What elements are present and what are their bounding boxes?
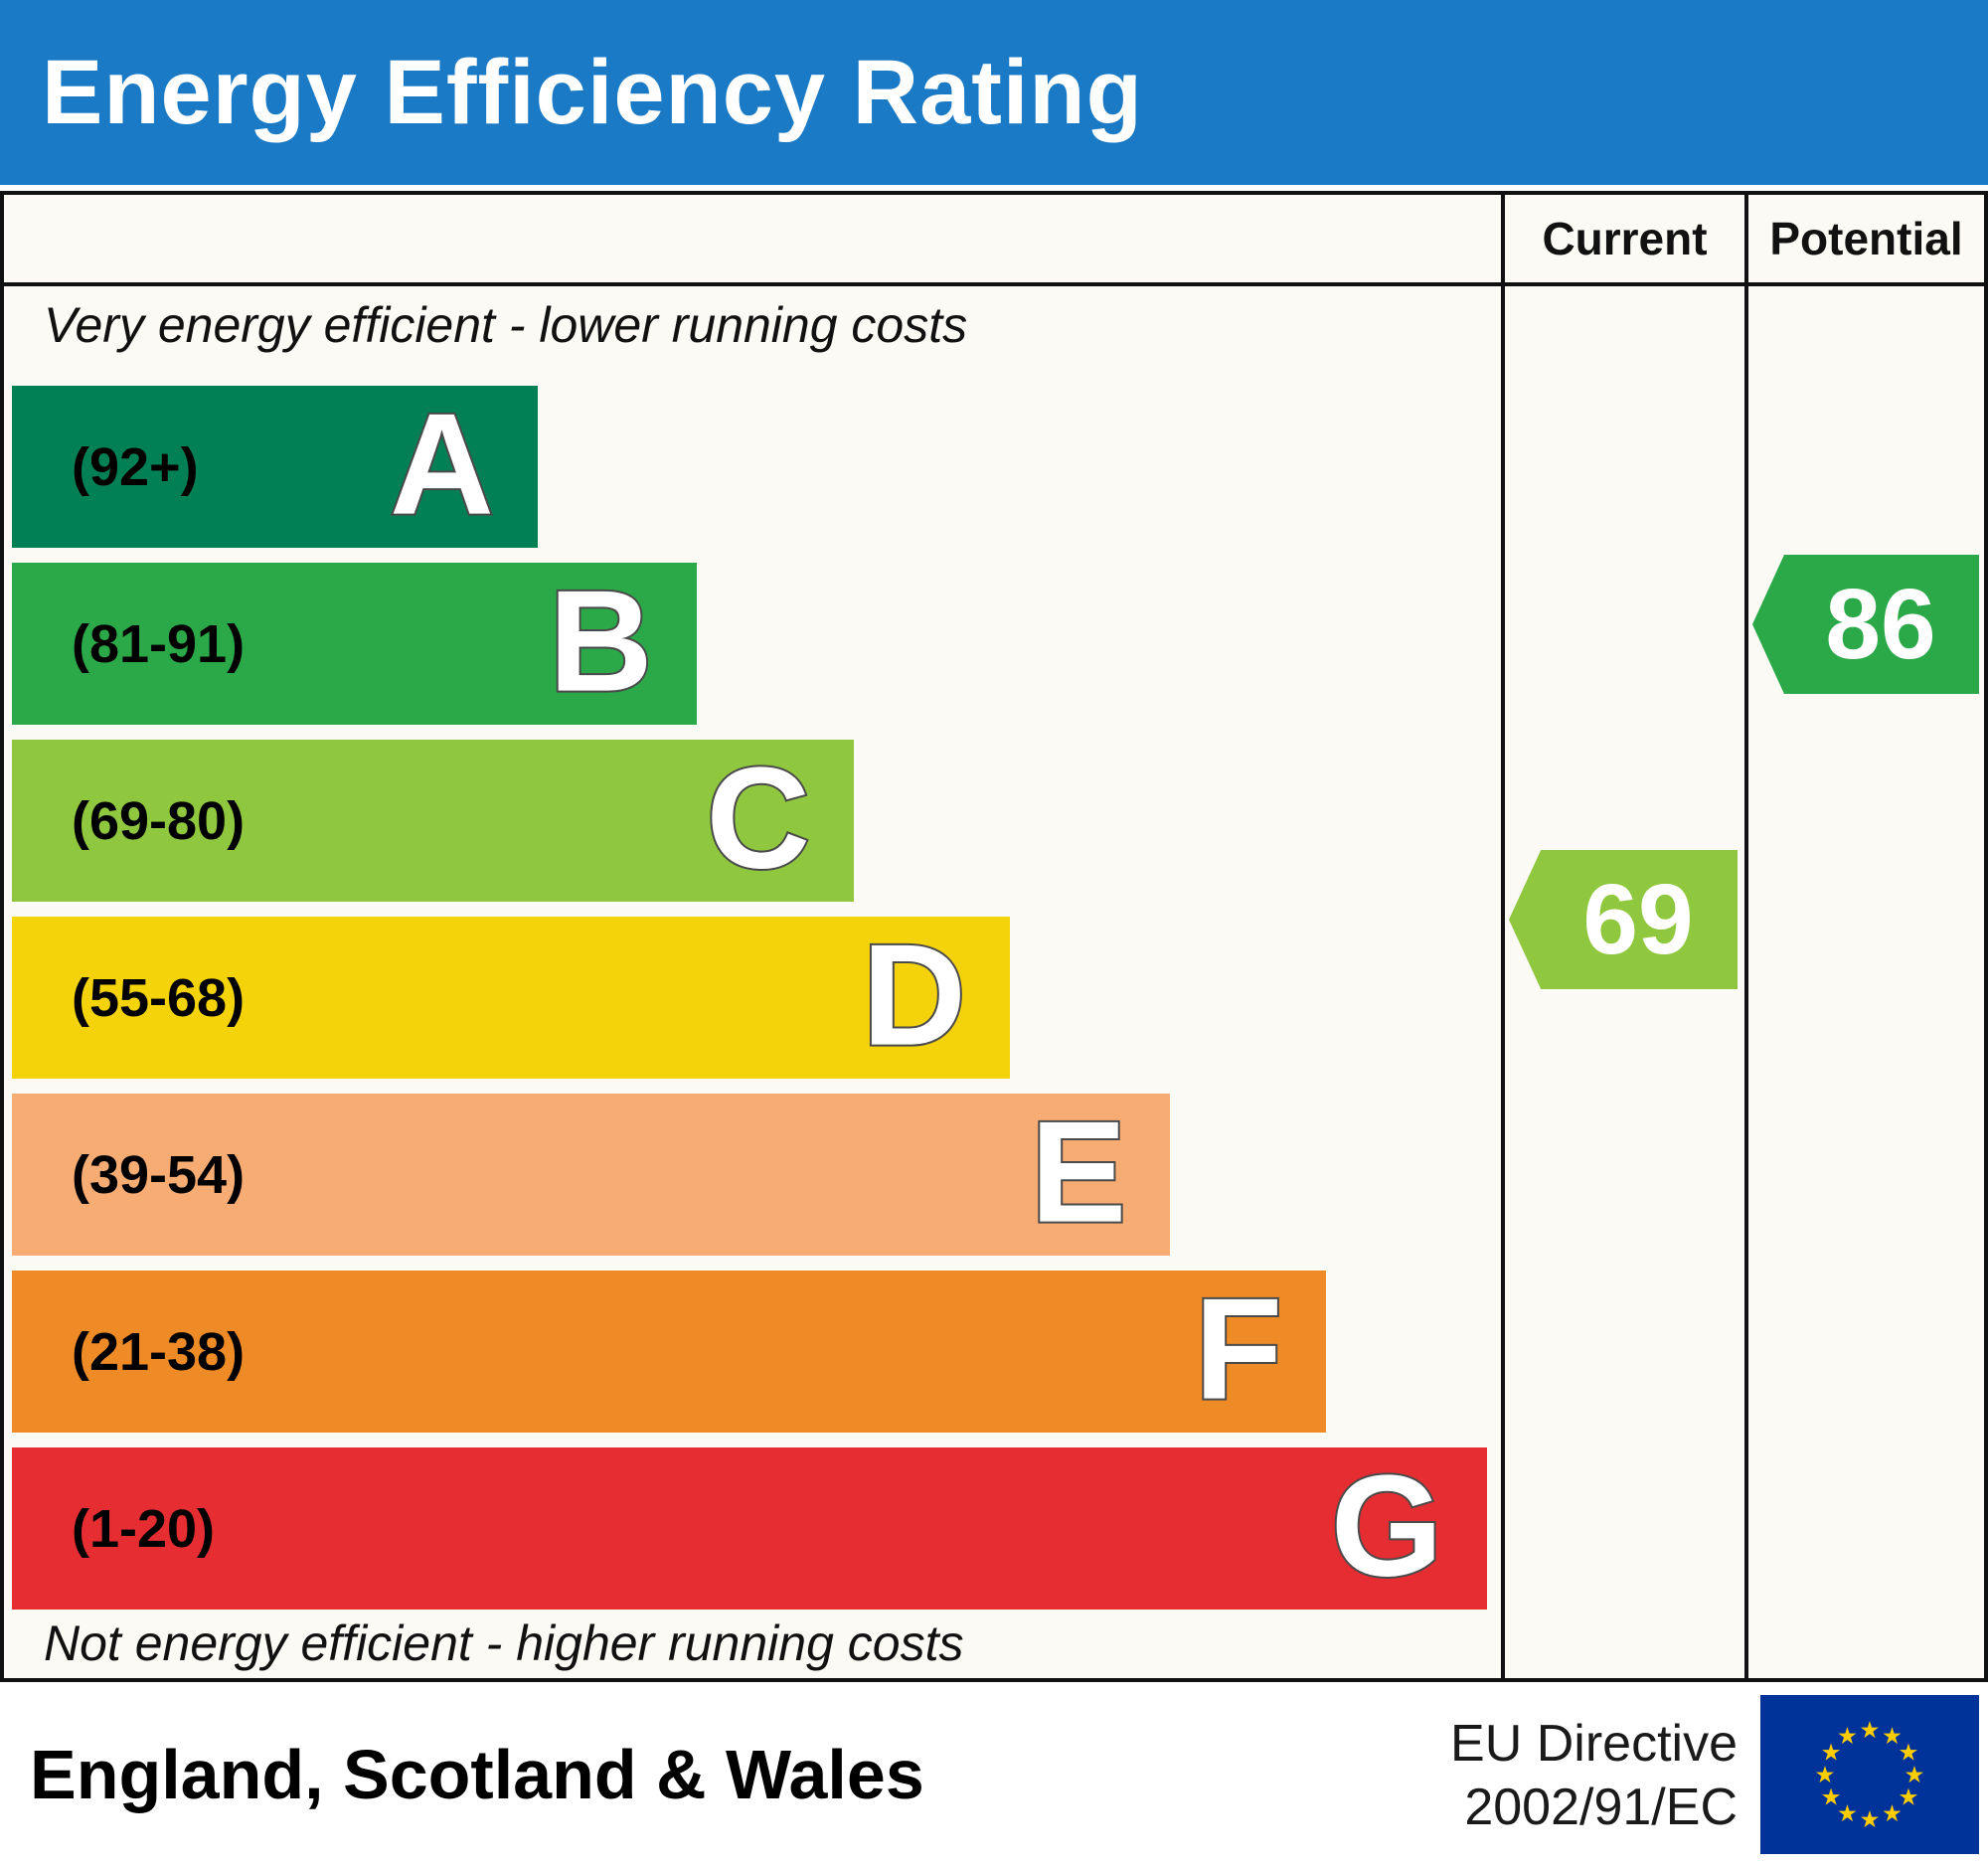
- eu-directive-label: EU Directive 2002/91/EC: [1450, 1712, 1738, 1839]
- svg-text:★: ★: [1905, 1761, 1925, 1788]
- band-row-e: (39-54) E: [12, 1094, 1497, 1256]
- svg-text:★: ★: [1899, 1783, 1919, 1811]
- band-row-f: (21-38) F: [12, 1271, 1497, 1433]
- current-column-divider: [1501, 195, 1505, 1678]
- band-letter: F: [1193, 1268, 1285, 1430]
- band-bar-b: (81-91) B: [12, 563, 697, 725]
- svg-text:★: ★: [1860, 1805, 1881, 1833]
- bottom-note: Not energy efficient - higher running co…: [44, 1615, 964, 1671]
- svg-text:★: ★: [1821, 1739, 1842, 1767]
- svg-text:★: ★: [1815, 1761, 1836, 1788]
- svg-text:★: ★: [1882, 1722, 1903, 1750]
- band-bar-e: (39-54) E: [12, 1091, 1171, 1256]
- band-range-label: (55-68): [72, 967, 246, 1028]
- region-label: England, Scotland & Wales: [30, 1736, 924, 1813]
- svg-text:★: ★: [1899, 1739, 1919, 1767]
- band-row-g: (1-20) G: [12, 1447, 1497, 1610]
- band-letter: A: [388, 383, 496, 545]
- eu-directive-line2: 2002/91/EC: [1464, 1779, 1738, 1836]
- eu-flag-icon: ★ ★ ★ ★ ★ ★ ★ ★ ★ ★ ★ ★: [1760, 1695, 1979, 1854]
- current-rating-value: 69: [1582, 863, 1694, 975]
- rating-chart: Current Potential Very energy efficient …: [0, 191, 1988, 1682]
- current-column-header: Current: [1542, 213, 1708, 264]
- potential-column-header: Potential: [1769, 213, 1963, 264]
- band-row-a: (92+) A: [12, 386, 1497, 548]
- band-row-d: (55-68) D: [12, 917, 1497, 1079]
- band-letter: D: [860, 914, 968, 1076]
- title-bar: Energy Efficiency Rating: [0, 0, 1988, 185]
- potential-rating-value: 86: [1825, 568, 1936, 680]
- band-bar-a: (92+) A: [12, 386, 538, 548]
- band-range-label: (92+): [72, 436, 199, 497]
- band-range-label: (39-54): [72, 1144, 246, 1205]
- band-row-b: (81-91) B: [12, 563, 1497, 725]
- svg-text:★: ★: [1882, 1799, 1903, 1827]
- svg-text:★: ★: [1837, 1799, 1858, 1827]
- band-bar-f: (21-38) F: [12, 1268, 1327, 1433]
- band-range-label: (69-80): [72, 790, 246, 851]
- svg-text:★: ★: [1821, 1783, 1842, 1811]
- top-note: Very energy efficient - lower running co…: [44, 297, 968, 353]
- svg-text:★: ★: [1860, 1716, 1881, 1744]
- band-letter: G: [1329, 1444, 1445, 1607]
- eu-directive-line1: EU Directive: [1450, 1715, 1738, 1773]
- band-bar-g: (1-20) G: [12, 1447, 1487, 1610]
- column-header-row: Current Potential: [4, 195, 1984, 286]
- band-range-label: (1-20): [72, 1498, 216, 1559]
- svg-text:★: ★: [1837, 1722, 1858, 1750]
- band-letter: B: [547, 560, 655, 722]
- band-bar-d: (55-68) D: [12, 917, 1010, 1079]
- band-range-label: (21-38): [72, 1321, 246, 1382]
- page-title: Energy Efficiency Rating: [42, 41, 1143, 143]
- current-rating-arrow: 69: [1509, 850, 1738, 989]
- potential-rating-arrow: 86: [1752, 555, 1979, 694]
- band-row-c: (69-80) C: [12, 740, 1497, 902]
- footer: England, Scotland & Wales EU Directive 2…: [0, 1682, 1988, 1867]
- band-letter: E: [1029, 1091, 1129, 1253]
- band-letter: C: [704, 737, 812, 899]
- band-range-label: (81-91): [72, 613, 246, 674]
- band-list: (92+) A (81-91) B (69-80) C (55-68): [12, 386, 1497, 1610]
- band-bar-c: (69-80) C: [12, 737, 855, 902]
- potential-column-divider: [1744, 195, 1748, 1678]
